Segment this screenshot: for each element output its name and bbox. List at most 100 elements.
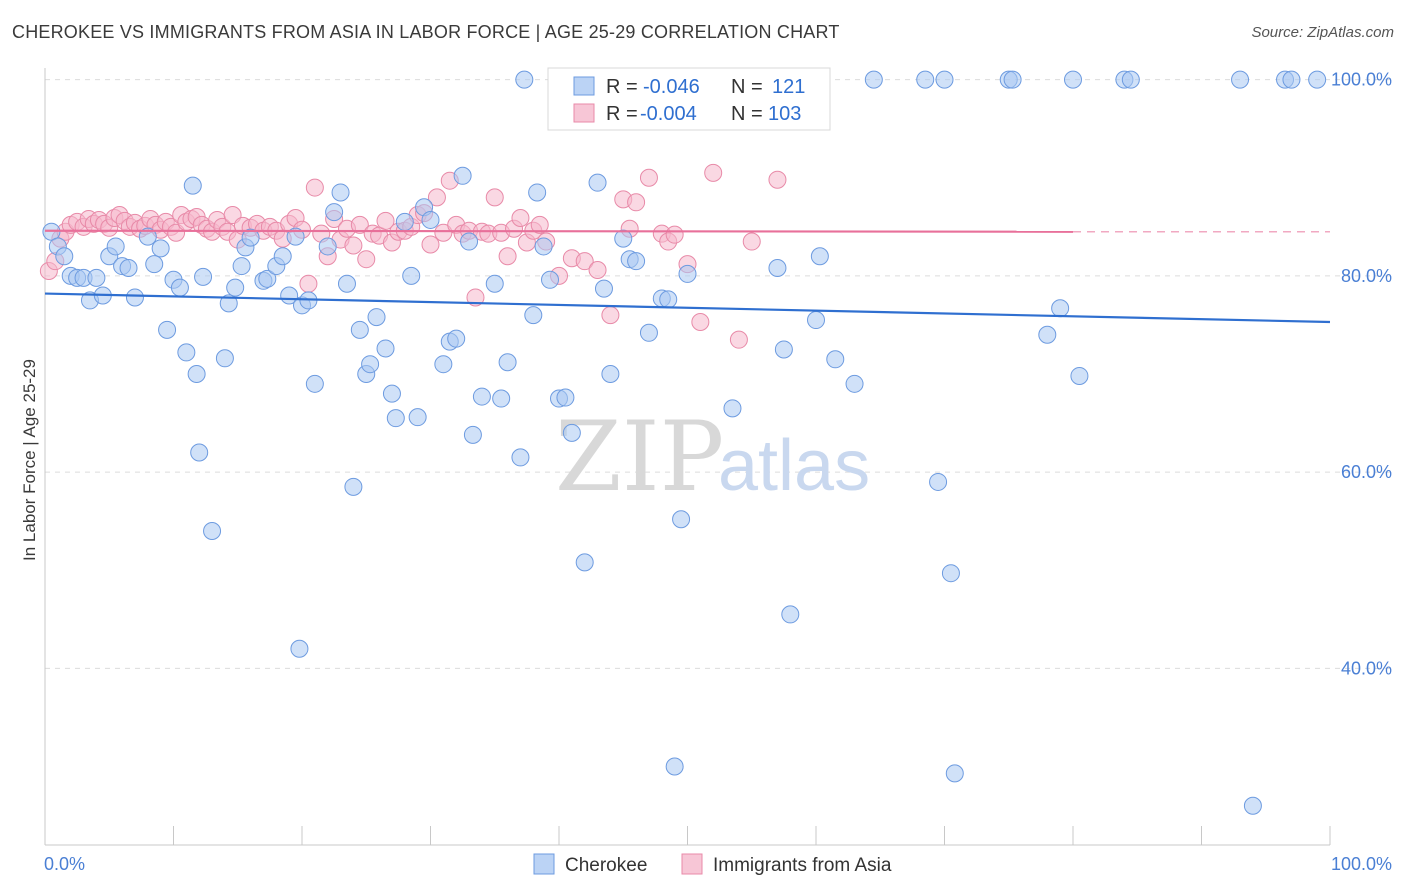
point-cherokee-29 [232, 257, 251, 276]
trend-line-asia [44, 229, 1074, 233]
point-asia-55 [350, 215, 369, 234]
point-cherokee-45 [337, 274, 356, 293]
point-cherokee-115 [1121, 70, 1140, 89]
point-cherokee-72 [528, 183, 547, 202]
point-cherokee-33 [258, 269, 277, 288]
point-cherokee-17 [158, 320, 177, 339]
legend-n-value-asia: 103 [768, 103, 801, 125]
point-asia-88 [588, 260, 607, 279]
point-asia-59 [376, 211, 395, 230]
x-tick-label-1: 100.0% [1331, 854, 1392, 874]
point-cherokee-89 [672, 510, 691, 529]
point-cherokee-67 [492, 389, 511, 408]
point-cherokee-28 [226, 278, 245, 297]
legend-box [547, 67, 831, 131]
point-cherokee-80 [594, 279, 613, 298]
point-cherokee-14 [138, 227, 157, 246]
point-cherokee-41 [305, 374, 324, 393]
point-asia-98 [691, 312, 710, 331]
point-asia-89 [601, 306, 620, 325]
y-tick-label-1: 60.0% [1341, 462, 1392, 482]
point-cherokee-16 [151, 239, 170, 258]
point-asia-67 [427, 188, 446, 207]
bottom-legend-asia: Immigrants from Asia [713, 855, 892, 876]
chart-title: CHEROKEE VS IMMIGRANTS FROM ASIA IN LABO… [12, 22, 840, 42]
point-cherokee-43 [325, 203, 344, 222]
y-tick-labels: 40.0% 60.0% 80.0% 100.0% [1331, 70, 1392, 679]
y-tick-label-2: 80.0% [1341, 266, 1392, 286]
point-asia-54 [344, 236, 363, 255]
point-cherokee-21 [183, 176, 202, 195]
point-cherokee-2 [55, 247, 74, 266]
point-cherokee-12 [119, 259, 138, 278]
point-cherokee-54 [395, 212, 414, 231]
series-immigrants-from-asia [39, 163, 787, 349]
point-cherokee-65 [472, 387, 491, 406]
point-cherokee-26 [215, 349, 234, 368]
bottom-legend-swatch-cherokee [533, 853, 555, 875]
point-cherokee-78 [575, 553, 594, 572]
source-credit: Source: ZipAtlas.com [1251, 24, 1394, 41]
watermark-zip: ZIP [555, 401, 724, 513]
y-axis-label: In Labor Force | Age 25-29 [20, 359, 39, 561]
legend-r-label-cherokee: R = [606, 76, 638, 98]
point-cherokee-15 [145, 255, 164, 274]
point-cherokee-50 [367, 308, 386, 327]
x-tick-labels: 0.0% 100.0% [44, 854, 1392, 874]
point-cherokee-37 [286, 227, 305, 246]
point-cherokee-55 [402, 266, 421, 285]
legend-n-value-cherokee: 121 [772, 76, 805, 98]
point-asia-83 [530, 215, 549, 234]
point-asia-92 [627, 193, 646, 212]
point-cherokee-109 [1003, 70, 1022, 89]
point-cherokee-120 [1308, 70, 1327, 89]
point-cherokee-7 [87, 268, 106, 287]
point-cherokee-102 [864, 70, 883, 89]
point-cherokee-56 [408, 408, 427, 427]
trend-line-cherokee [44, 292, 1331, 324]
point-cherokee-68 [498, 353, 517, 372]
legend: R = -0.046 N = 121 R = -0.004 N = 103 [547, 67, 831, 131]
point-cherokee-70 [515, 70, 534, 89]
point-asia-101 [742, 232, 761, 251]
point-cherokee-44 [331, 183, 350, 202]
point-asia-87 [575, 252, 594, 271]
y-tick-label-3: 100.0% [1331, 70, 1392, 90]
point-cherokee-10 [106, 237, 125, 256]
point-cherokee-112 [1064, 70, 1082, 89]
point-asia-102 [768, 170, 787, 189]
legend-r-label-asia: R = [606, 103, 638, 125]
point-asia-93 [639, 168, 658, 187]
legend-r-value-cherokee: -0.046 [643, 76, 700, 98]
point-cherokee-59 [434, 355, 453, 374]
point-asia-66 [421, 235, 440, 254]
point-cherokee-101 [845, 374, 864, 393]
point-cherokee-23 [190, 443, 209, 462]
axes [44, 68, 1331, 846]
bottom-legend: Cherokee Immigrants from Asia [533, 853, 892, 876]
point-cherokee-95 [768, 259, 787, 278]
point-cherokee-25 [203, 522, 222, 540]
legend-swatch-cherokee [573, 76, 595, 96]
point-cherokee-69 [511, 448, 530, 467]
point-cherokee-106 [941, 564, 960, 583]
legend-n-label-cherokee: N = [731, 76, 763, 98]
point-cherokee-19 [170, 278, 189, 297]
point-asia-73 [466, 288, 485, 307]
point-cherokee-13 [125, 288, 144, 307]
point-asia-100 [729, 330, 748, 349]
point-cherokee-58 [421, 210, 440, 229]
point-cherokee-27 [219, 294, 238, 313]
x-tick-label-0: 0.0% [44, 854, 85, 874]
point-cherokee-105 [935, 70, 954, 89]
point-cherokee-103 [916, 70, 935, 89]
point-cherokee-111 [1051, 299, 1070, 318]
point-asia-99 [704, 163, 723, 182]
point-cherokee-51 [376, 339, 395, 358]
point-asia-76 [485, 188, 504, 207]
point-cherokee-42 [318, 237, 337, 256]
point-cherokee-100 [826, 350, 845, 369]
point-cherokee-82 [614, 229, 633, 248]
bottom-legend-swatch-asia [681, 853, 703, 875]
